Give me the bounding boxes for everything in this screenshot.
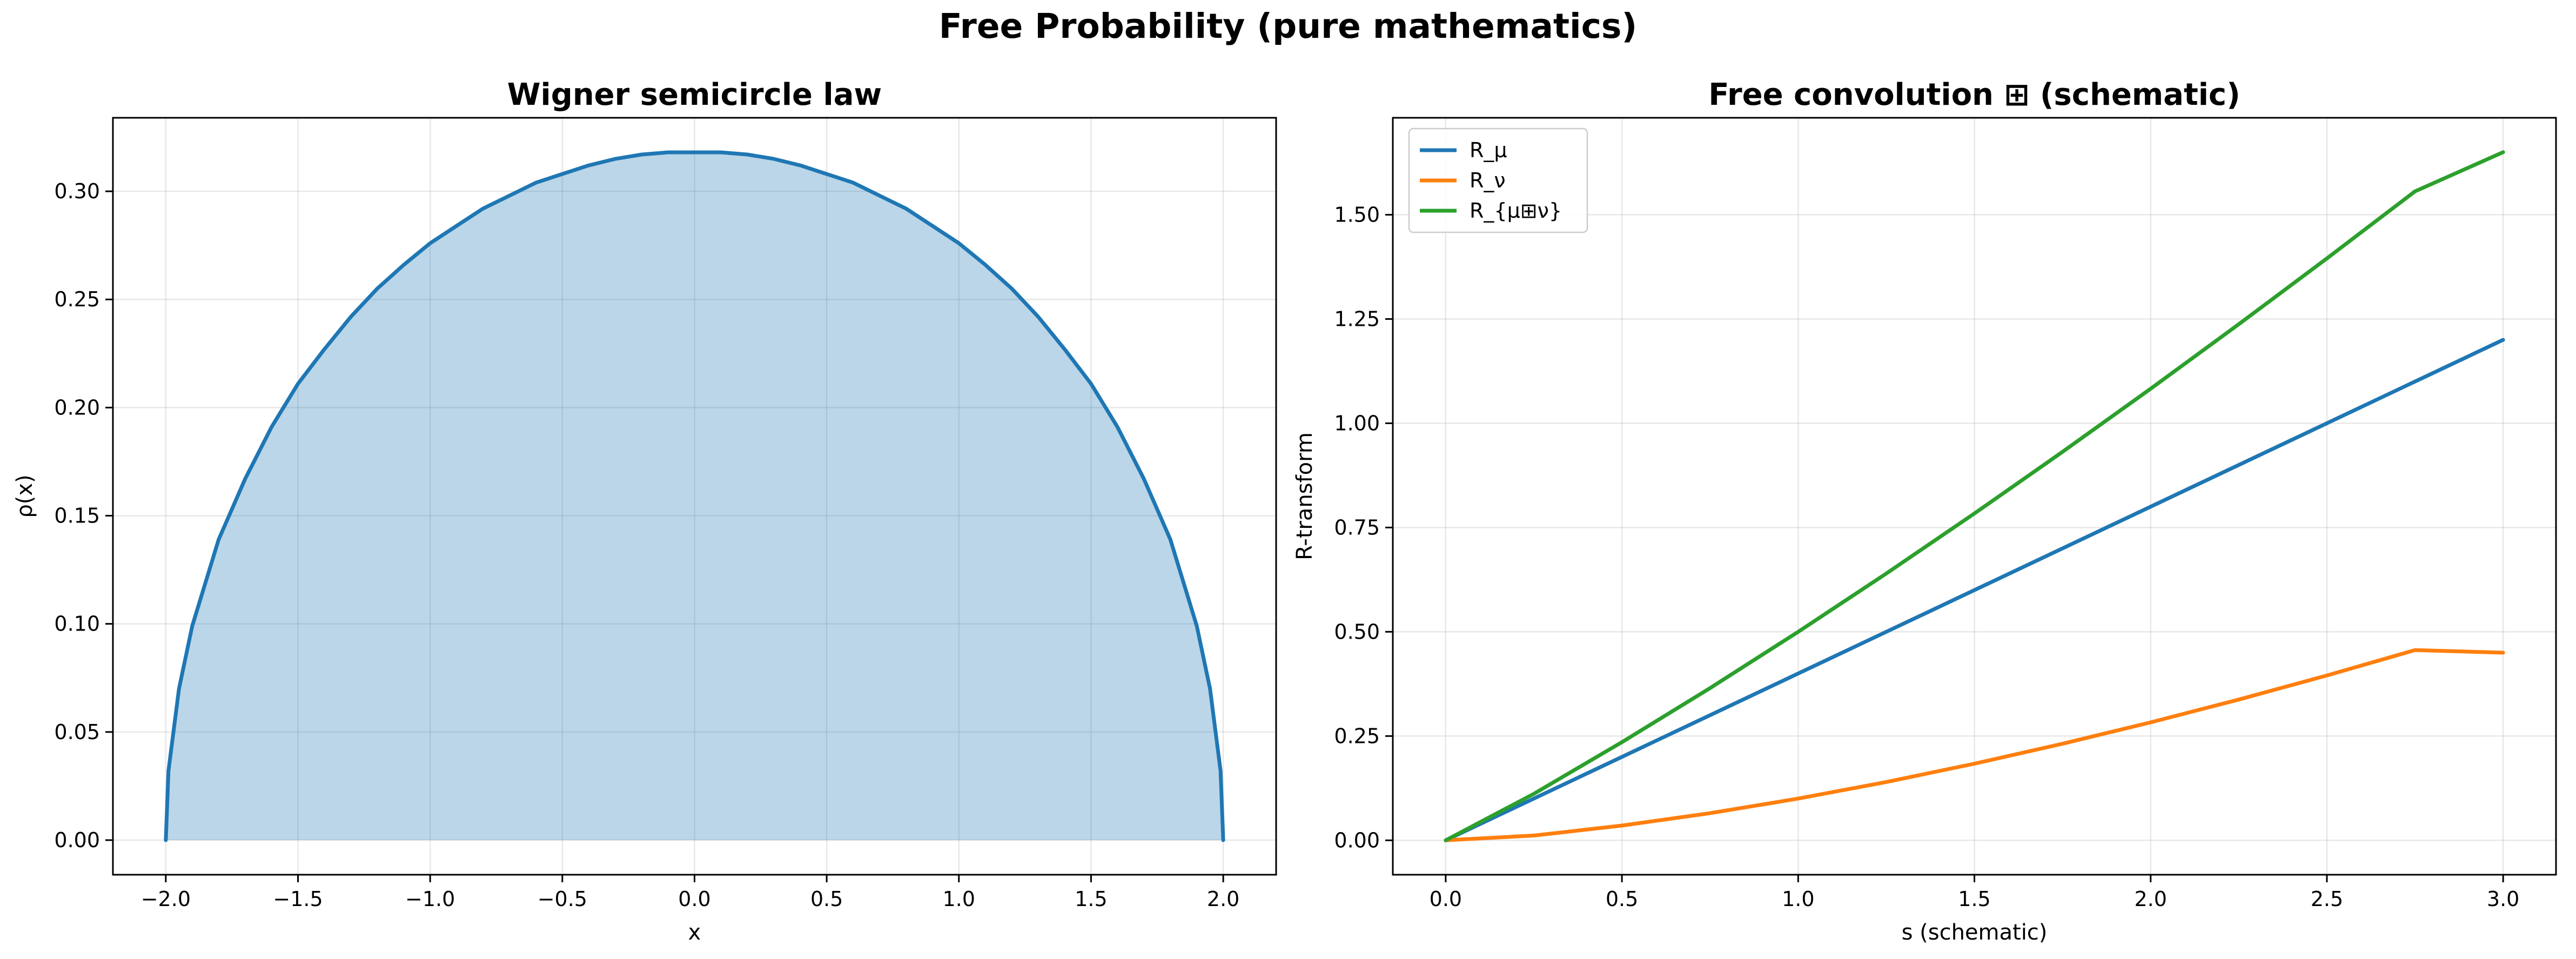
figure-title: Free Probability (pure mathematics) [939, 6, 1637, 46]
chart-title: Wigner semicircle law [507, 77, 882, 112]
y-tick-label: 0.10 [54, 612, 100, 636]
y-tick-label: 1.25 [1334, 307, 1380, 331]
semicircle-chart: −2.0 −1.5 −1.0 −0.5 0.0 0.5 1.0 1.5 2.0 0.00 0.05 0… [12, 77, 1277, 945]
series-line-0 [1444, 338, 2505, 842]
y-tick-label: 0.20 [54, 395, 100, 419]
x-tick-label: −0.5 [538, 887, 587, 911]
x-tick-label: 2.5 [2311, 887, 2343, 911]
x-tick-label: 0.0 [678, 887, 710, 911]
x-tick-label: 0.5 [810, 887, 843, 911]
x-tick-label: 1.0 [1782, 887, 1814, 911]
y-tick-label: 1.50 [1334, 203, 1380, 226]
y-axis-label: R-transform [1292, 432, 1317, 560]
series-line-1 [1444, 648, 2505, 842]
x-tick-label: −2.0 [141, 887, 191, 911]
free-convolution-chart: 0.0 0.5 1.0 1.5 2.0 2.5 3.0 0.00 0.25 0.50 0.75 1.0… [1292, 77, 2557, 945]
x-tick-label: 3.0 [2487, 887, 2519, 911]
y-tick-label: 0.00 [1334, 828, 1380, 852]
legend-box [1408, 128, 1588, 233]
y-axis-label: ρ(x) [12, 474, 37, 518]
x-tick-label: 2.0 [1207, 887, 1239, 911]
y-tick-label: 0.05 [54, 720, 100, 744]
legend-label-0: R_μ [1470, 138, 1507, 162]
legend-label-2: R_{μ⊞ν} [1470, 199, 1562, 223]
y-tick-label: 0.25 [54, 287, 100, 311]
x-tick-label: 0.0 [1430, 887, 1462, 911]
x-tick-label: 1.0 [943, 887, 975, 911]
y-tick-label: 0.25 [1334, 724, 1380, 748]
x-axis-label: x [688, 920, 701, 945]
x-tick-label: 2.0 [2134, 887, 2166, 911]
x-tick-label: 0.5 [1606, 887, 1638, 911]
legend: R_μ R_ν R_{μ⊞ν} [1408, 128, 1588, 233]
legend-label-1: R_ν [1470, 169, 1506, 192]
x-tick-label: 1.5 [1958, 887, 1990, 911]
series-line-2 [1444, 150, 2505, 842]
x-tick-label: 1.5 [1075, 887, 1107, 911]
series-area-fill [165, 152, 1224, 840]
y-tick-label: 1.00 [1334, 411, 1380, 435]
x-axis-label: s (schematic) [1902, 920, 2048, 945]
y-tick-label: 0.50 [1334, 620, 1380, 643]
series-line-0 [164, 150, 1225, 842]
x-tick-label: −1.5 [273, 887, 323, 911]
y-tick-label: 0.00 [54, 828, 100, 852]
y-tick-label: 0.75 [1334, 515, 1380, 539]
y-tick-label: 0.15 [54, 504, 100, 528]
y-tick-label: 0.30 [54, 179, 100, 203]
chart-title: Free convolution ⊞ (schematic) [1708, 77, 2240, 112]
x-tick-label: −1.0 [405, 887, 455, 911]
